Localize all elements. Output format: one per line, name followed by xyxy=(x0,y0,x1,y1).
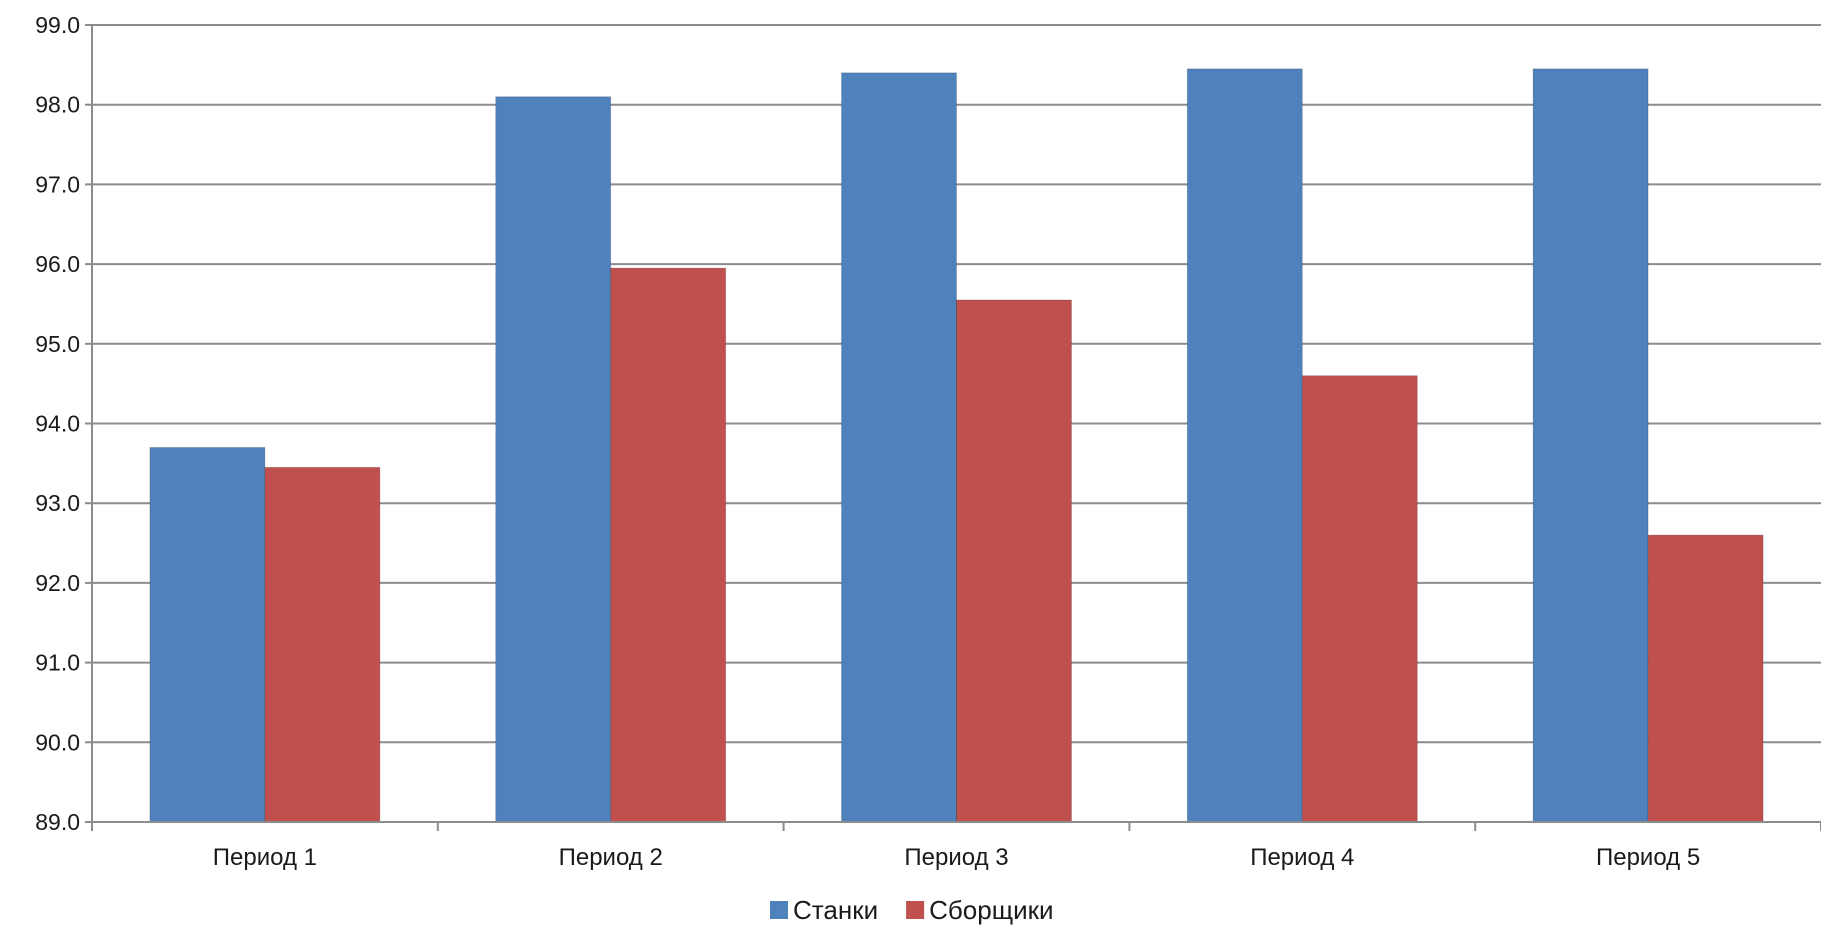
y-tick-label: 90.0 xyxy=(35,729,80,755)
axes xyxy=(91,25,1821,831)
x-tick-label: Период 4 xyxy=(1250,844,1354,871)
y-tick-label: 91.0 xyxy=(35,650,80,676)
x-tick-label: Период 5 xyxy=(1596,844,1700,871)
bars xyxy=(149,68,1764,823)
y-tick-label: 98.0 xyxy=(35,92,80,118)
y-tick-label: 94.0 xyxy=(35,411,80,437)
legend-label: Сборщики xyxy=(929,895,1053,925)
y-tick-label: 93.0 xyxy=(35,490,80,516)
bar-sborshchiki xyxy=(956,299,1072,823)
bar-stanki xyxy=(1532,68,1649,823)
x-tick-label: Период 3 xyxy=(904,844,1008,871)
y-tick-label: 97.0 xyxy=(35,171,80,197)
legend-swatch xyxy=(906,901,925,919)
bar-sborshchiki xyxy=(1647,534,1764,823)
bar-sborshchiki xyxy=(264,466,381,823)
y-tick-label: 92.0 xyxy=(35,570,80,596)
bar-sborshchiki xyxy=(610,267,727,823)
legend: Станки Сборщики xyxy=(770,895,1054,925)
legend-label: Станки xyxy=(793,895,878,925)
y-axis-ticks: 89.0 90.0 91.0 92.0 93.0 94.0 95.0 96.0 97.0 98.0… xyxy=(35,12,92,835)
bar-stanki xyxy=(1186,68,1303,823)
legend-swatch xyxy=(770,901,788,919)
x-tick-label: Период 2 xyxy=(559,844,663,871)
y-tick-label: 96.0 xyxy=(35,251,80,277)
x-tick-label: Период 1 xyxy=(213,844,317,871)
bar-sborshchiki xyxy=(1301,375,1418,823)
y-tick-label: 95.0 xyxy=(35,331,80,357)
y-tick-label: 89.0 xyxy=(35,809,80,835)
y-tick-label: 99.0 xyxy=(35,12,80,38)
x-axis-labels: Период 1 Период 2 Период 3 Период 4 Период 5 xyxy=(213,844,1700,871)
bar-stanki xyxy=(495,96,612,823)
bar-stanki xyxy=(149,446,266,823)
bar-stanki xyxy=(841,72,957,823)
